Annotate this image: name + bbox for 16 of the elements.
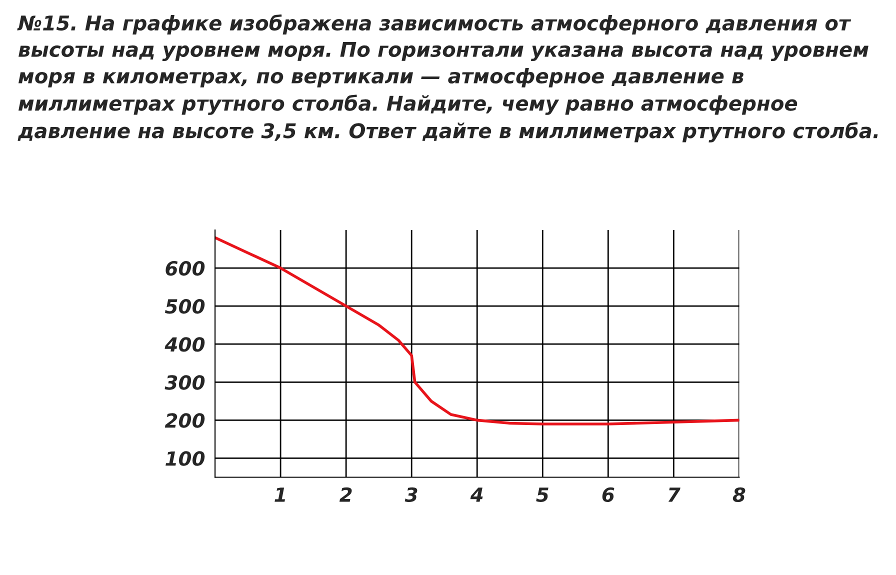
- x-tick-label: 2: [339, 487, 352, 502]
- x-tick-label: 6: [602, 487, 614, 502]
- x-tick-label: 3: [404, 487, 418, 502]
- y-tick-label: 200: [164, 413, 205, 428]
- y-tick-label: 100: [166, 451, 205, 466]
- x-tick-label: 8: [732, 487, 746, 502]
- line-series: [215, 236, 740, 426]
- y-tick-label: 300: [164, 375, 205, 390]
- x-tick-label: 7: [668, 488, 680, 502]
- y-tick-label: 400: [164, 337, 205, 352]
- x-tick-label: 5: [536, 488, 548, 502]
- x-tick-label: 4: [470, 488, 483, 502]
- chart-title: №15. На графике изображена зависимость атмосферного давления от высоты над уровнем моря. По горизонтали указана высота над уровнем моря в километрах, по вертикали — атмосферное давление в миллиметрах ртутного столба. Найдите, чему равно атмосферное давление на высоте 3,5 км. Ответ дайте в миллиметрах ртутного столба.: [17, 14, 878, 142]
- y-tick-label: 600: [166, 260, 205, 276]
- y-tick-label: 500: [164, 299, 205, 314]
- x-tick-label: 1: [274, 488, 286, 502]
